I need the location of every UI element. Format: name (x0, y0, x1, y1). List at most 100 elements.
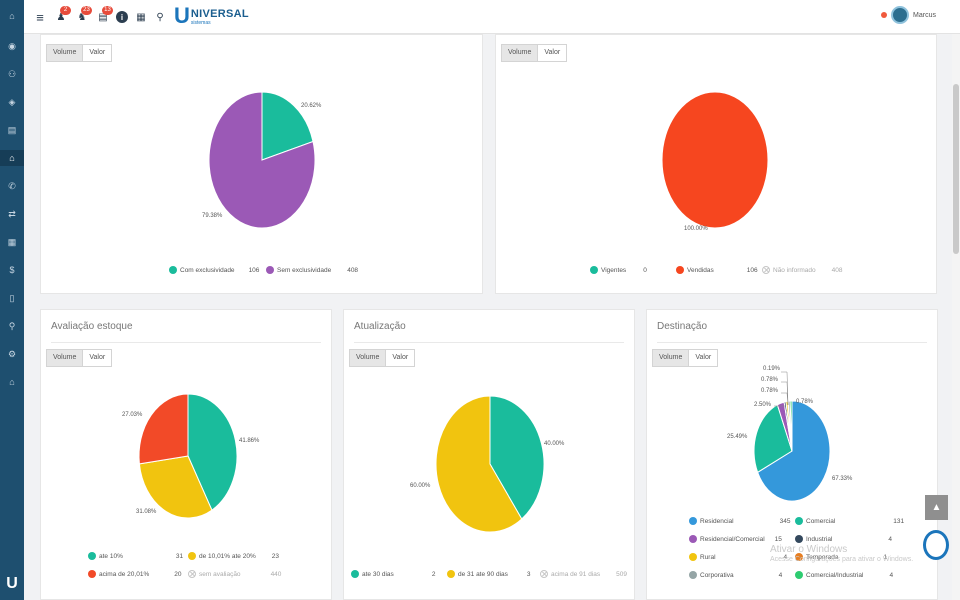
settings-icon[interactable]: ⚙ (7, 348, 17, 359)
location-icon[interactable]: ◈ (8, 96, 16, 107)
alert-icon[interactable]: ♞ 23 (76, 6, 92, 23)
scroll-thumb[interactable] (953, 84, 959, 254)
legend-item[interactable]: acima de 20,01% 20 (88, 570, 181, 578)
legend-item[interactable]: Comercial 131 (795, 517, 904, 525)
avatar[interactable] (891, 6, 910, 24)
legend-item[interactable]: de 31 ate 90 dias 3 (447, 570, 531, 578)
legend-item[interactable]: sem avaliação 440 (188, 570, 281, 578)
pie-slice-sem-exclusividade[interactable] (208, 91, 316, 229)
volume-button[interactable]: Volume (349, 349, 387, 367)
pie-label: 20.62% (301, 103, 322, 109)
exchange-icon[interactable]: ⇄ (8, 208, 16, 219)
calendar-icon[interactable]: ▦ (7, 236, 17, 247)
grid-icon[interactable]: ▦ (136, 11, 146, 23)
pie-slice-residencial[interactable] (757, 400, 831, 502)
valor-button[interactable]: Valor (83, 349, 113, 367)
legend-count: 20 (174, 570, 182, 578)
pie-slice-de-31-ate-90-dias[interactable] (435, 395, 523, 533)
users-icon[interactable]: ⚇ (7, 68, 17, 79)
pie-label: 31.08% (136, 509, 157, 515)
atualizacao-pie-chart (435, 395, 545, 533)
legend-item[interactable]: Residencial 345 (689, 517, 790, 525)
pie-slice-ate-10-[interactable] (187, 393, 238, 511)
status-dot (881, 12, 888, 18)
legend-label: Vendidas (687, 266, 714, 274)
menu-icon[interactable]: ≡ (36, 9, 44, 25)
legend-item[interactable]: ate 30 dias 2 (351, 570, 435, 578)
volume-button[interactable]: Volume (46, 44, 84, 62)
valor-button[interactable]: Valor (83, 44, 113, 62)
situacao-pie-chart (661, 91, 769, 229)
file-icon[interactable]: ▯ (9, 292, 15, 303)
panel-atualizacao: Atualização Volume Valor 40.00% 60.00% a… (343, 309, 635, 600)
legend-item[interactable]: Comercial/Industrial 4 (795, 571, 893, 579)
bell-icon[interactable]: ♟ 2 (55, 6, 71, 23)
search-icon[interactable]: ⚲ (156, 11, 164, 23)
dollar-icon[interactable]: $ (9, 265, 15, 275)
legend-count: 408 (347, 266, 359, 274)
legend-item[interactable]: acima de 91 dias 509 (540, 570, 627, 578)
legend-item[interactable]: de 10,01% ate 20% 23 (188, 552, 279, 560)
pie-label: 27.03% (122, 412, 143, 418)
home-icon[interactable]: ⌂ (9, 11, 15, 21)
pie-slice-com-exclusividade[interactable] (261, 91, 314, 161)
legend-item[interactable]: Industrial 4 (795, 535, 892, 543)
user-menu[interactable]: Marcus (881, 6, 936, 24)
pie-slice-comercial-industrial[interactable] (789, 400, 793, 452)
pie-label: 25.49% (727, 434, 748, 440)
legend-count: 509 (616, 570, 627, 578)
legend-item[interactable]: Temporada 1 (795, 553, 887, 561)
legend-count: 3 (526, 570, 531, 578)
pie-label: 79.38% (202, 213, 223, 219)
building-icon[interactable]: ▤ (7, 124, 17, 135)
top-bar: ≡ ♟ 2 ♞ 23 ▤ 13 i ▦ ⚲ U NIVERSAL sistemas M… (24, 0, 960, 34)
dashboard-icon[interactable]: ◉ (8, 40, 16, 51)
pie-slice-acima-de-20-01-[interactable] (138, 393, 189, 465)
info-icon[interactable]: i (116, 11, 128, 23)
legend-count: 31 (175, 552, 184, 560)
tasks-badge: 13 (102, 6, 113, 15)
legend-count: 408 (831, 266, 843, 274)
universal-logo[interactable]: U NIVERSAL sistemas (174, 3, 249, 28)
pie-label: 67.33% (832, 476, 853, 482)
legend-item[interactable]: Vendidas 106 (676, 266, 758, 274)
volume-valor-toggle: Volume Valor (501, 44, 568, 62)
legend-item[interactable]: Não informado 408 (762, 266, 843, 274)
chat-button[interactable] (923, 530, 949, 560)
scroll-to-top-button[interactable]: ▲ (925, 495, 948, 520)
user-name[interactable]: Marcus (913, 11, 936, 19)
legend-swatch (169, 266, 177, 274)
legend-item[interactable]: Sem exclusividade 408 (266, 266, 358, 274)
pie-slice-ate-30-dias[interactable] (489, 395, 545, 520)
legend-item[interactable]: Rural 4 (689, 553, 787, 561)
exclusividade-pie-chart (208, 91, 316, 229)
legend-swatch (795, 535, 803, 543)
volume-button[interactable]: Volume (652, 349, 690, 367)
volume-button[interactable]: Volume (46, 349, 84, 367)
panel-title: Avaliação estoque (51, 321, 133, 332)
valor-button[interactable]: Valor (538, 44, 568, 62)
legend-item[interactable]: Corporativa 4 (689, 571, 782, 579)
page-scrollbar[interactable] (952, 34, 960, 600)
legend-item[interactable]: ate 10% 31 (88, 552, 183, 560)
legend-swatch (795, 553, 803, 561)
legend-swatch (795, 571, 803, 579)
valor-button[interactable]: Valor (386, 349, 416, 367)
pie-slice-de-10-01-ate-20-[interactable] (138, 455, 213, 519)
tasks-icon[interactable]: ▤ 13 (97, 6, 113, 23)
legend-count: 4 (889, 571, 894, 579)
legend-swatch (351, 570, 359, 578)
graduation-icon[interactable]: ⌂ (9, 377, 15, 387)
logo-letter: U (174, 3, 190, 28)
volume-button[interactable]: Volume (501, 44, 539, 62)
legend-label: Corporativa (700, 571, 734, 579)
legend-label: acima de 91 dias (551, 570, 601, 578)
valor-button[interactable]: Valor (689, 349, 719, 367)
search-icon[interactable]: ⚲ (8, 320, 16, 331)
legend-item[interactable]: Vigentes 0 (590, 266, 647, 274)
phone-icon[interactable]: ✆ (8, 180, 16, 191)
house-icon[interactable]: ⌂ (0, 150, 24, 166)
legend-item[interactable]: Com exclusividade 106 (169, 266, 259, 274)
pie-slice-vendidas[interactable] (661, 91, 769, 229)
legend-item[interactable]: Residencial/Comercial 15 (689, 535, 782, 543)
